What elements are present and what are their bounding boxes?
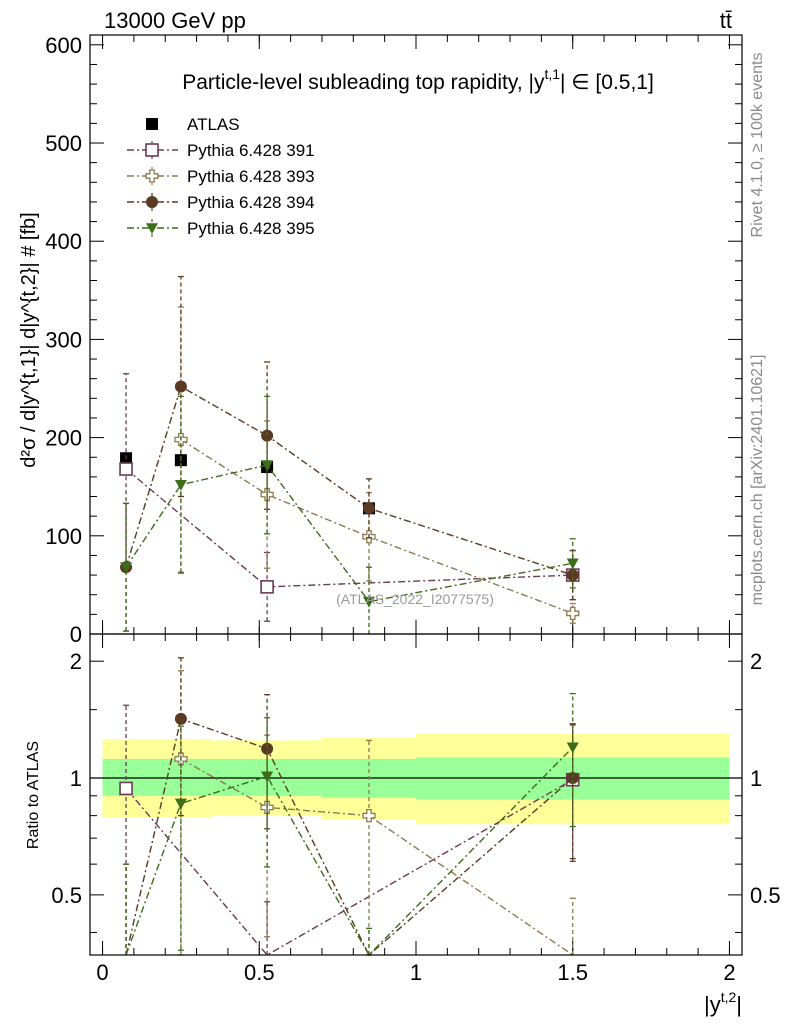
main-line-p393: [180, 438, 573, 615]
ratio-ytick-label-right: 0.5: [750, 883, 781, 908]
plot-title-tail: | ∈ [0.5,1]: [560, 71, 654, 94]
main-point-p391: [119, 462, 133, 476]
plot-title: Particle-level subleading top rapidity, …: [182, 66, 654, 94]
main-point-p395: [120, 562, 133, 574]
main-point-p393: [566, 606, 580, 621]
main-ytick-label: 200: [45, 426, 82, 451]
ratio-point-p394: [566, 772, 579, 785]
ratio-ytick-label: 2: [70, 649, 82, 674]
main-ytick-label: 600: [45, 33, 82, 58]
ratio-series-p395: [123, 692, 579, 957]
ratio-ytick-label-right: 1: [750, 766, 762, 791]
process-label: tt̄: [720, 8, 732, 33]
analysis-watermark: (ATLAS_2022_I2077575): [336, 591, 494, 607]
ratio-xtick-label: 0: [96, 960, 108, 985]
legend-marker-data: [146, 118, 158, 130]
ratio-band-inner: [102, 758, 213, 796]
main-point-p395: [362, 596, 375, 608]
legend-marker-p394: [146, 196, 158, 208]
x-axis-label-main: |y: [704, 992, 721, 1017]
ratio-point-p393: [362, 808, 376, 823]
ratio-uncertainty-bands: [90, 733, 742, 825]
main-ytick-label: 0: [70, 622, 82, 647]
legend-marker-p395: [146, 223, 158, 234]
ratio-line-p391: [125, 779, 574, 956]
ratio-point-p394: [261, 742, 274, 755]
ratio-series-group: [119, 657, 580, 957]
main-y-axis-label: d²σ / d|y^{t,1}| d|y^{t,2}| # [fb]: [18, 212, 40, 467]
ratio-y-axis-label: Ratio to ATLAS: [25, 741, 42, 849]
energy-label: 13000 GeV pp: [104, 8, 246, 33]
ratio-point-p395: [566, 742, 579, 754]
main-ytick-label: 500: [45, 131, 82, 156]
main-point-p394: [362, 502, 375, 515]
legend-label-p395: Pythia 6.428 395: [187, 219, 315, 238]
main-series-group: [119, 275, 580, 634]
main-point-p394: [174, 380, 187, 393]
x-axis-label-sup: t,2: [721, 989, 737, 1005]
main-series-data: [120, 452, 579, 582]
main-ytick-label: 100: [45, 524, 82, 549]
ratio-xtick-label: 2: [723, 960, 735, 985]
plot-title-sup: t,1: [544, 66, 560, 82]
ratio-xtick-label: 1.5: [557, 960, 588, 985]
main-series-p391: [119, 373, 580, 622]
plot-title-main: Particle-level subleading top rapidity, …: [182, 71, 545, 94]
ratio-xtick-label: 1: [410, 960, 422, 985]
legend-marker-p391: [145, 143, 159, 157]
ratio-axes: 0.5 0.5 1 1 2 2 0 0.5 1 1.5 2: [51, 634, 781, 985]
main-line-p394: [125, 385, 573, 576]
main-point-p391: [260, 580, 274, 594]
main-ytick-label: 300: [45, 327, 82, 352]
legend-label-p394: Pythia 6.428 394: [187, 193, 315, 212]
x-axis-label-tail: |: [736, 992, 742, 1017]
main-point-p394: [566, 569, 579, 582]
main-series-p395: [120, 395, 579, 634]
main-point-p395: [174, 479, 187, 491]
ratio-point-p395: [174, 798, 187, 810]
main-series-p393: [174, 306, 580, 624]
mcplots-label: mcplots.cern.ch [arXiv:2401.10621]: [749, 355, 766, 606]
ratio-ytick-label-right: 2: [750, 649, 762, 674]
rivet-version-label: Rivet 4.1.0, ≥ 100k events: [749, 53, 766, 238]
ratio-point-p395: [261, 771, 274, 783]
x-axis-label: |yt,2|: [704, 989, 742, 1017]
ratio-point-p394: [174, 712, 187, 725]
ratio-frame-rect: [89, 633, 743, 956]
main-y-axis: 0 100 200 300 400 500 600: [45, 33, 742, 647]
ratio-xtick-label: 0.5: [244, 960, 275, 985]
legend-marker-p393: [145, 169, 159, 183]
main-point-p395: [566, 558, 579, 570]
legend-label-p393: Pythia 6.428 393: [187, 167, 315, 186]
ratio-point-p391: [119, 781, 133, 796]
ratio-ytick-label: 0.5: [51, 883, 82, 908]
main-ytick-label: 400: [45, 229, 82, 254]
ratio-panel-frame: [89, 633, 743, 956]
legend-label-data: ATLAS: [187, 115, 240, 134]
legend-label-p391: Pythia 6.428 391: [187, 141, 315, 160]
ratio-line-p393: [180, 758, 574, 956]
ratio-ytick-label: 1: [70, 766, 82, 791]
main-point-p395: [261, 460, 274, 472]
main-line-p395: [125, 464, 573, 603]
legend: ATLAS Pythia 6.428 391 Pythia 6.428 393 Pyt…: [127, 115, 315, 238]
